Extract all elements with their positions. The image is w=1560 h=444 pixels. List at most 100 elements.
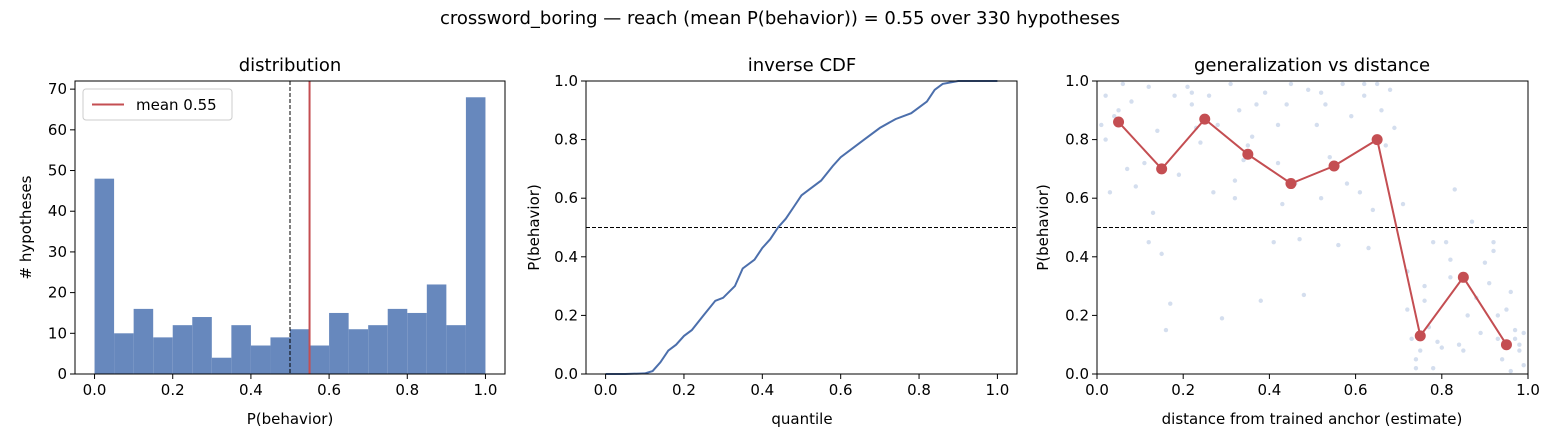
y-tick-label: 0.2: [1065, 306, 1089, 324]
distribution-panel: distribution 0.0 0.2 0.4 0.6 0.8 1.0 0 10 20 30 4…: [17, 55, 506, 428]
scatter-point: [1405, 307, 1410, 312]
legend-box: [82, 88, 233, 121]
scatter-point: [1499, 357, 1505, 362]
scatter-point: [1340, 81, 1345, 87]
inverse-cdf-panel: inverse CDF 0.0 0.2 0.4 0.6 0.8 1.0 0.0 0.2 0.4…: [525, 55, 1018, 428]
y-tick-label: 0.4: [554, 248, 578, 266]
x-tick-label: 1.0: [985, 381, 1009, 399]
legend-mean-label: mean 0.55: [136, 96, 217, 114]
x-tick-label: 0.0: [83, 381, 107, 399]
scatter-point: [1163, 327, 1169, 333]
distribution-xlabel: P(behavior): [247, 410, 334, 428]
figure-suptitle: crossword_boring — reach (mean P(behavio…: [440, 8, 1120, 29]
scatter-point: [1366, 245, 1371, 251]
y-tick-label: 0.8: [1065, 131, 1089, 149]
scatter-point: [1297, 237, 1302, 242]
distribution-axes-frame: [74, 80, 506, 375]
scatter-point: [1301, 292, 1307, 298]
histogram-bar: [290, 329, 310, 374]
scatter-point: [1357, 190, 1363, 195]
scatter-point: [1237, 108, 1242, 113]
histogram-bar: [309, 345, 330, 374]
scatter-point: [1517, 342, 1522, 347]
scatter-point: [1508, 289, 1513, 295]
scatter-point: [1280, 201, 1285, 207]
histogram-bar: [114, 333, 134, 374]
x-tick-label: 0.6: [1344, 381, 1368, 399]
scatter-point: [1422, 298, 1427, 303]
scatter-point: [1418, 348, 1423, 353]
scatter-point: [1491, 248, 1496, 254]
x-tick-label: 0.4: [750, 381, 774, 399]
y-tick-label: 1.0: [1065, 72, 1089, 90]
histogram-bar: [387, 308, 408, 374]
scatter-point: [1512, 336, 1518, 342]
distribution-x-axis: 0.0 0.2 0.4 0.6 0.8 1.0: [83, 374, 497, 399]
y-tick-label: 30: [48, 243, 67, 261]
histogram-bar: [348, 329, 369, 374]
histogram-bar: [368, 325, 388, 374]
scatter-point: [1379, 108, 1384, 113]
scatter-point: [1478, 330, 1483, 336]
scatter-point: [1241, 157, 1246, 163]
generalization-x-axis: 0.0 0.2 0.4 0.6 0.8 1.0: [1085, 374, 1540, 399]
scatter-point: [1211, 190, 1216, 195]
histogram-bar: [192, 317, 212, 374]
scatter-point: [1327, 154, 1332, 160]
x-tick-label: 0.4: [239, 381, 263, 399]
inverse-cdf-xlabel: quantile: [771, 410, 832, 428]
inverse-cdf-y-axis: 0.0 0.2 0.4 0.6 0.8 1.0: [554, 72, 586, 383]
inverse-cdf-axes-frame: [585, 80, 1018, 375]
inverse-cdf-line: [605, 80, 998, 375]
scatter-point: [1435, 339, 1440, 344]
histogram-bar: [94, 178, 115, 374]
scatter-point: [1517, 348, 1522, 353]
histogram-bar: [465, 97, 486, 375]
scatter-point: [1168, 301, 1173, 306]
inverse-cdf-title: inverse CDF: [748, 55, 857, 76]
scatter-point: [1383, 143, 1388, 148]
x-tick-label: 0.0: [1085, 381, 1109, 399]
x-tick-label: 0.8: [1430, 381, 1454, 399]
generalization-axes-frame: [1096, 80, 1529, 375]
scatter-point: [1107, 190, 1113, 195]
scatter-point: [1189, 102, 1195, 107]
scatter-point: [1099, 122, 1104, 128]
y-tick-label: 60: [48, 121, 67, 139]
scatter-point: [1254, 102, 1259, 107]
histogram-bar: [231, 325, 251, 374]
scatter-point: [1456, 342, 1462, 347]
inverse-cdf-x-axis: 0.0 0.2 0.4 0.6 0.8 1.0: [594, 374, 1009, 399]
generalization-title: generalization vs distance: [1194, 55, 1430, 76]
scatter-point: [1206, 93, 1212, 98]
scatter-point: [1387, 87, 1393, 92]
scatter-point: [1336, 242, 1341, 248]
x-tick-label: 0.2: [672, 381, 696, 399]
distribution-y-axis: 0 10 20 30 40 50 60 70: [48, 80, 75, 383]
scatter-point: [1284, 102, 1289, 107]
scatter-point: [1288, 81, 1294, 87]
scatter-point: [1150, 210, 1156, 216]
y-tick-label: 70: [48, 80, 67, 98]
x-tick-label: 1.0: [1516, 381, 1540, 399]
distribution-title: distribution: [239, 55, 342, 76]
scatter-point: [1275, 160, 1281, 166]
y-tick-label: 10: [48, 324, 67, 342]
binned-mean-marker: [1199, 113, 1211, 125]
y-tick-label: 0.4: [1065, 248, 1089, 266]
scatter-point: [1305, 87, 1311, 92]
scatter-point: [1124, 166, 1130, 172]
scatter-point: [1323, 102, 1328, 107]
scatter-point: [1349, 113, 1354, 119]
scatter-point: [1215, 122, 1220, 128]
x-tick-label: 0.4: [1257, 381, 1281, 399]
y-tick-label: 0: [57, 365, 67, 383]
scatter-point: [1374, 81, 1380, 87]
binned-mean-marker: [1457, 271, 1469, 283]
scatter-point: [1198, 140, 1203, 145]
x-tick-label: 0.2: [161, 381, 185, 399]
binned-mean-line: [1117, 117, 1508, 346]
scatter-point: [1521, 363, 1526, 368]
scatter-point: [1413, 365, 1419, 371]
scatter-point: [1103, 93, 1108, 98]
